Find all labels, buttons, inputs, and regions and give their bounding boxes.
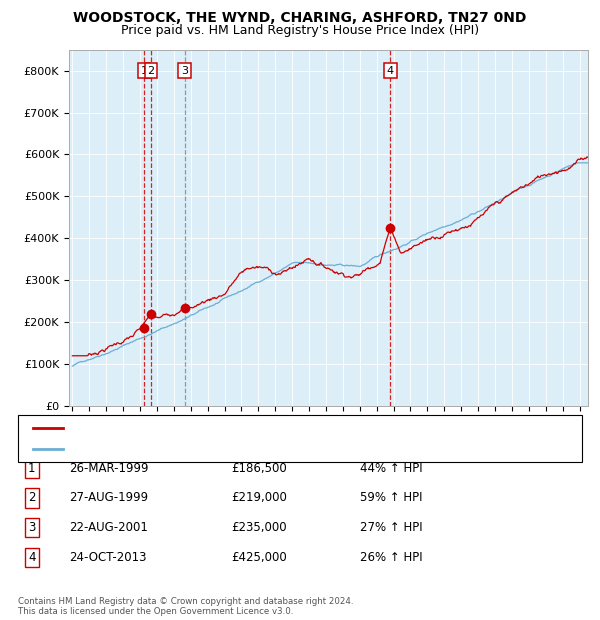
Text: 24-OCT-2013: 24-OCT-2013 (69, 551, 146, 564)
Text: 27% ↑ HPI: 27% ↑ HPI (360, 521, 422, 534)
Text: 2: 2 (28, 492, 35, 504)
Text: £186,500: £186,500 (231, 462, 287, 474)
Text: Contains HM Land Registry data © Crown copyright and database right 2024.: Contains HM Land Registry data © Crown c… (18, 597, 353, 606)
Text: WOODSTOCK, THE WYND, CHARING, ASHFORD, TN27 0ND (detached house): WOODSTOCK, THE WYND, CHARING, ASHFORD, T… (69, 423, 489, 433)
Text: 27-AUG-1999: 27-AUG-1999 (69, 492, 148, 504)
Text: 4: 4 (28, 551, 35, 564)
Text: 22-AUG-2001: 22-AUG-2001 (69, 521, 148, 534)
Text: 3: 3 (181, 66, 188, 76)
Text: 2: 2 (148, 66, 155, 76)
Text: 26% ↑ HPI: 26% ↑ HPI (360, 551, 422, 564)
Text: Price paid vs. HM Land Registry's House Price Index (HPI): Price paid vs. HM Land Registry's House … (121, 24, 479, 37)
Text: 4: 4 (387, 66, 394, 76)
Text: £425,000: £425,000 (231, 551, 287, 564)
Text: HPI: Average price, detached house, Ashford: HPI: Average price, detached house, Ashf… (69, 444, 313, 454)
Text: 1: 1 (28, 462, 35, 474)
Text: £235,000: £235,000 (231, 521, 287, 534)
Text: WOODSTOCK, THE WYND, CHARING, ASHFORD, TN27 0ND: WOODSTOCK, THE WYND, CHARING, ASHFORD, T… (73, 11, 527, 25)
Text: 59% ↑ HPI: 59% ↑ HPI (360, 492, 422, 504)
Text: This data is licensed under the Open Government Licence v3.0.: This data is licensed under the Open Gov… (18, 607, 293, 616)
Text: 3: 3 (28, 521, 35, 534)
Text: 26-MAR-1999: 26-MAR-1999 (69, 462, 149, 474)
Text: 44% ↑ HPI: 44% ↑ HPI (360, 462, 422, 474)
Text: £219,000: £219,000 (231, 492, 287, 504)
Text: 1: 1 (140, 66, 148, 76)
